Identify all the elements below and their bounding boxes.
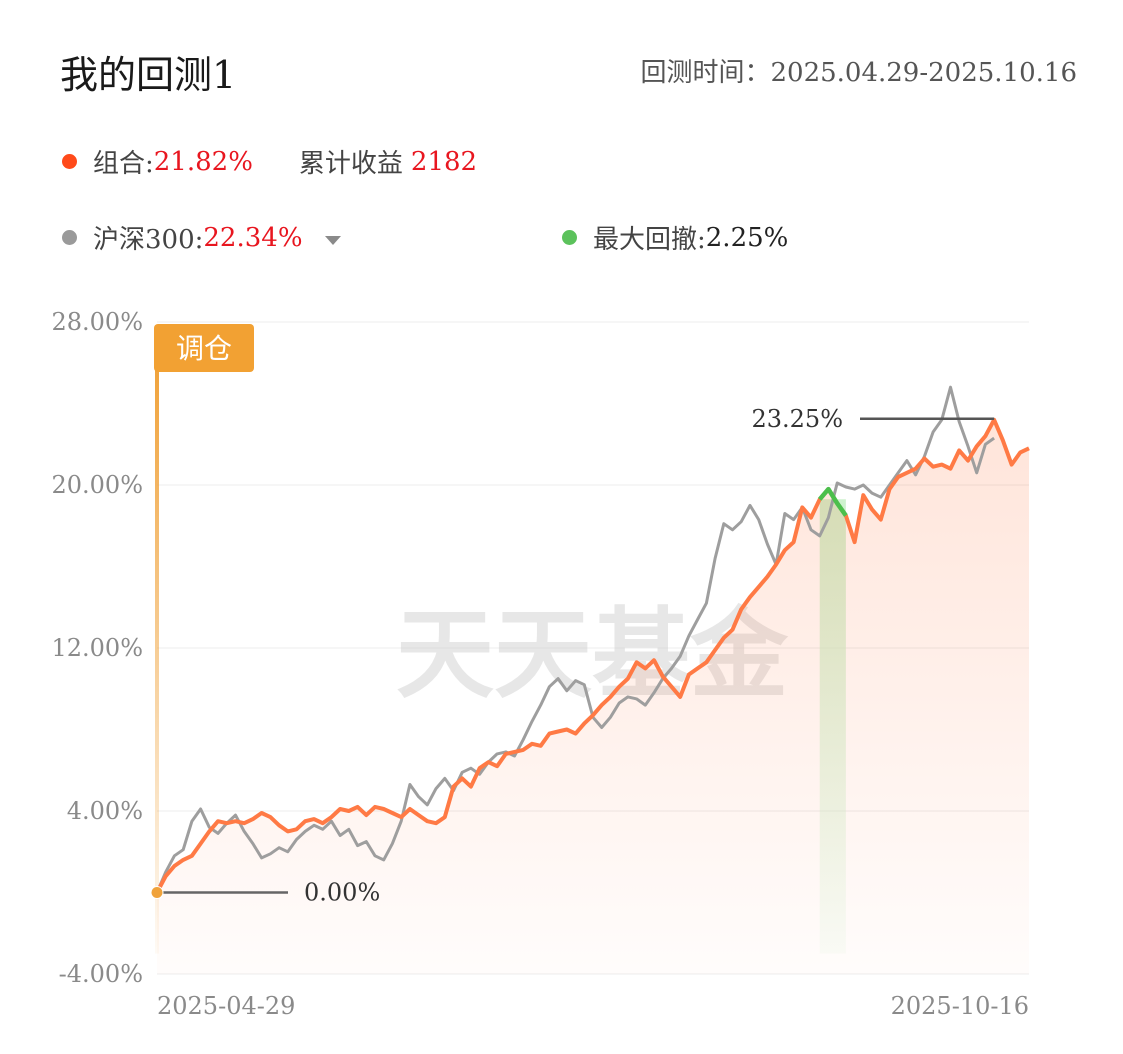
x-tick-label: 2025-10-16 <box>891 992 1029 1020</box>
portfolio-dot-icon <box>62 154 77 169</box>
benchmark-return-value: 22.34% <box>203 222 303 253</box>
page-title: 我的回测1 <box>60 53 237 97</box>
benchmark-label: 沪深300: <box>93 225 204 255</box>
drawdown-dot-icon <box>562 230 577 245</box>
y-tick-label: -4.00% <box>59 960 143 988</box>
portfolio-series-line <box>155 417 1030 894</box>
drawdown-segment-line <box>817 486 848 517</box>
x-axis: 2025-04-29 2025-10-16 <box>157 992 1029 1020</box>
backtest-period: 回测时间：2025.04.29-2025.10.16 <box>640 52 1077 89</box>
portfolio-label: 组合: <box>93 149 154 179</box>
rebalance-badge[interactable] <box>154 324 254 372</box>
portfolio-area <box>157 419 1029 974</box>
start-point-dot <box>150 886 164 899</box>
drawdown-label: 最大回撤: <box>593 225 706 255</box>
portfolio-return-value: 21.82% <box>153 146 253 177</box>
benchmark-series-line <box>155 385 995 894</box>
benchmark-dot-icon <box>62 230 77 245</box>
start-value-label: 0.00% <box>304 879 380 907</box>
y-tick-label: 28.00% <box>51 308 143 336</box>
legend-drawdown: 最大回撤: 2.25% <box>562 219 788 256</box>
legend-benchmark[interactable]: 沪深300: 22.34% <box>62 219 341 256</box>
rebalance-bar <box>155 360 159 954</box>
period-label: 回测时间： <box>640 58 771 88</box>
y-tick-label: 12.00% <box>51 634 143 662</box>
legend-portfolio: 组合: 21.82% 累计收益 2182 <box>62 143 477 180</box>
y-tick-label: 20.00% <box>51 471 143 499</box>
cumulative-value: 2182 <box>410 146 478 177</box>
caret-down-icon[interactable] <box>324 236 341 245</box>
rebalance-marker[interactable]: 调仓 <box>154 324 254 372</box>
cumulative-label: 累计收益 <box>298 149 403 179</box>
drawdown-value: 2.25% <box>705 222 789 253</box>
y-tick-label: 4.00% <box>67 797 143 825</box>
peak-value-label: 23.25% <box>751 405 843 433</box>
period-value: 2025.04.29-2025.10.16 <box>770 58 1077 88</box>
return-chart: 28.00%20.00%12.00%4.00%-4.00% 天天基金 调仓 0.… <box>51 308 1030 1020</box>
rebalance-label: 调仓 <box>176 332 232 365</box>
x-tick-label: 2025-04-29 <box>157 992 295 1020</box>
